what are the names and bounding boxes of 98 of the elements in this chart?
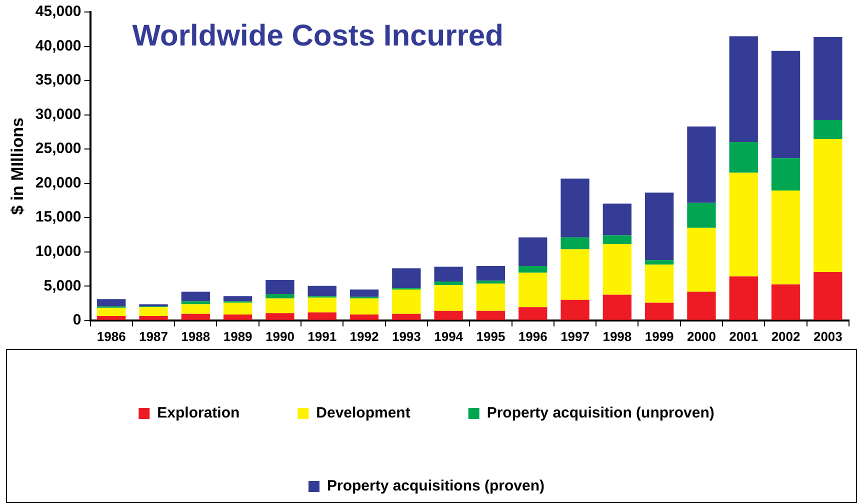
bar	[434, 266, 463, 282]
y-tick-label: 5,000	[44, 277, 82, 294]
bar	[392, 268, 421, 288]
bar	[308, 286, 336, 296]
x-tick-label: 1995	[476, 328, 506, 344]
bar	[97, 316, 126, 320]
x-tick-label: 1990	[266, 328, 294, 344]
bar	[644, 302, 674, 320]
bar	[266, 313, 294, 320]
x-tick-label: 1994	[434, 328, 464, 344]
bar	[687, 292, 716, 320]
y-axis-title: $ in MIllions	[8, 118, 27, 215]
bar	[181, 292, 210, 302]
y-tick-label: 25,000	[35, 140, 82, 158]
x-tick-label: 1991	[308, 328, 337, 344]
x-tick-label: 2002	[771, 328, 800, 344]
y-tick-label: 45,000	[35, 3, 82, 20]
bar	[350, 314, 379, 320]
x-tick-label: 1992	[350, 328, 379, 344]
bar	[350, 290, 379, 297]
bar	[560, 178, 590, 238]
x-tick-label: 1998	[602, 328, 632, 344]
x-tick-label: 1997	[560, 328, 590, 344]
bar	[434, 281, 463, 286]
bar	[814, 272, 842, 320]
bar	[181, 304, 210, 314]
bar	[476, 266, 506, 281]
x-tick-label: 1993	[392, 328, 421, 344]
bar	[97, 299, 126, 306]
x-tick-label: 2000	[687, 328, 716, 344]
bar	[602, 204, 632, 236]
bar	[392, 314, 421, 320]
y-tick-label: 20,000	[35, 174, 82, 192]
bar	[814, 120, 842, 140]
bar	[97, 308, 126, 316]
x-tick-label: 2003	[813, 328, 842, 344]
bar	[729, 276, 758, 320]
legend-label: Exploration	[157, 404, 240, 422]
bar	[350, 298, 379, 315]
bar	[308, 298, 336, 312]
bar	[266, 294, 294, 298]
bar	[392, 290, 421, 314]
legend-label: Development	[316, 404, 410, 422]
bar	[687, 228, 716, 292]
chart-title: Worldwide Costs Incurred	[132, 19, 504, 52]
bar	[602, 244, 632, 295]
bar	[644, 264, 674, 303]
bar	[139, 316, 168, 320]
bar	[518, 266, 548, 273]
bar	[729, 36, 758, 142]
bar	[771, 50, 800, 158]
bar	[518, 307, 548, 320]
bar	[476, 310, 506, 320]
bar	[814, 36, 842, 120]
bar	[223, 302, 252, 315]
bar	[223, 296, 252, 302]
y-tick-label: 10,000	[35, 243, 82, 260]
y-tick-label: 0	[72, 312, 82, 329]
bar	[560, 300, 590, 320]
bar	[266, 280, 294, 294]
bar	[476, 280, 506, 284]
y-tick-label: 35,000	[35, 72, 82, 89]
bar	[308, 312, 336, 320]
bar	[687, 202, 716, 228]
bar	[602, 235, 632, 244]
bar	[518, 272, 548, 308]
y-tick-label: 15,000	[35, 208, 82, 226]
bar	[434, 310, 463, 320]
bar	[729, 142, 758, 173]
bar	[560, 249, 590, 300]
x-tick-label: 1987	[139, 328, 168, 344]
y-tick-label: 40,000	[35, 37, 82, 54]
bar	[560, 237, 590, 250]
bar	[518, 237, 548, 266]
bar	[644, 192, 674, 260]
x-tick-label: 1986	[96, 328, 126, 344]
bar	[771, 284, 800, 320]
x-tick-label: 1996	[518, 328, 548, 344]
legend-label: Property acquisitions (proven)	[326, 478, 545, 495]
bar	[476, 284, 506, 311]
bar	[771, 190, 800, 284]
bar	[139, 307, 168, 316]
x-tick-label: 2001	[729, 328, 758, 344]
bar	[687, 126, 716, 203]
bar	[644, 260, 674, 265]
x-tick-label: 1999	[644, 328, 674, 344]
x-tick-label: 1988	[181, 328, 210, 344]
bar	[266, 298, 294, 314]
bar	[434, 285, 463, 311]
x-tick-label: 1989	[223, 328, 252, 344]
bar	[729, 172, 758, 276]
bar	[223, 314, 252, 320]
legend-label: Property acquisition (unproven)	[486, 404, 714, 422]
bar	[602, 294, 632, 320]
bar	[771, 158, 800, 190]
bar	[181, 314, 210, 320]
bar	[814, 139, 842, 272]
y-tick-label: 30,000	[35, 106, 82, 123]
